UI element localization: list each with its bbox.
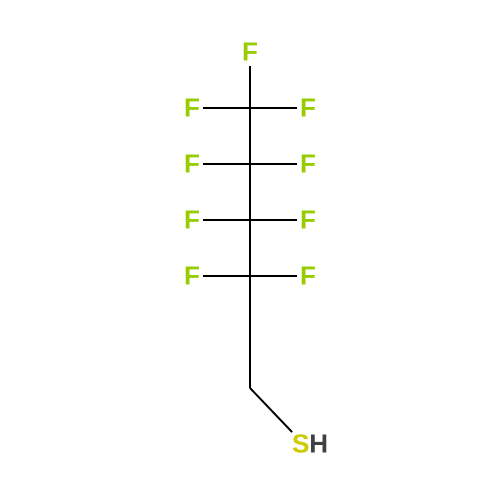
bond bbox=[203, 275, 250, 277]
bond bbox=[249, 276, 251, 332]
molecule-canvas: FFFFFFFFFSH bbox=[0, 0, 500, 500]
bond bbox=[250, 107, 297, 109]
atom-F2L: F bbox=[184, 149, 200, 180]
atom-F4R: F bbox=[300, 261, 316, 292]
bond bbox=[249, 164, 251, 220]
atom-SH: SH bbox=[292, 429, 328, 460]
atom-F1L: F bbox=[184, 93, 200, 124]
atom-S: S bbox=[292, 429, 309, 459]
atom-F3L: F bbox=[184, 205, 200, 236]
bond bbox=[250, 219, 297, 221]
bond bbox=[249, 108, 251, 164]
bond bbox=[203, 107, 250, 109]
bond bbox=[249, 220, 251, 276]
bond bbox=[249, 387, 292, 432]
atom-F-top: F bbox=[242, 37, 258, 68]
bond bbox=[249, 66, 251, 108]
bond bbox=[250, 275, 297, 277]
atom-F3R: F bbox=[300, 205, 316, 236]
bond bbox=[203, 219, 250, 221]
bond bbox=[249, 332, 251, 388]
atom-F4L: F bbox=[184, 261, 200, 292]
atom-F1R: F bbox=[300, 93, 316, 124]
bond bbox=[203, 163, 250, 165]
atom-F2R: F bbox=[300, 149, 316, 180]
bond bbox=[250, 163, 297, 165]
atom-H: H bbox=[309, 429, 328, 459]
